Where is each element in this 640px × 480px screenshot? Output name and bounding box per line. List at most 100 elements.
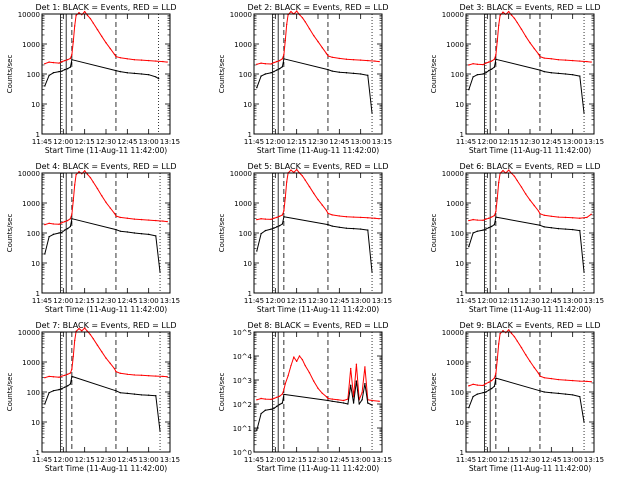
- series-point: [58, 62, 60, 64]
- series-point: [109, 207, 111, 209]
- y-tick-label: 10000: [18, 329, 40, 337]
- x-tick-label: 13:00: [563, 297, 583, 305]
- series-point: [140, 218, 143, 221]
- series-point: [75, 173, 77, 176]
- series-point: [352, 72, 355, 75]
- x-tick-label: 12:00: [265, 456, 285, 464]
- series-point: [71, 53, 73, 56]
- series-point: [298, 355, 301, 357]
- series-point: [533, 47, 535, 50]
- x-tick-label: 12:45: [329, 456, 349, 464]
- series-point: [290, 169, 292, 171]
- y-tick-label: 1: [248, 131, 252, 139]
- series-point: [61, 70, 63, 72]
- series-point: [71, 58, 73, 61]
- series-point: [133, 232, 136, 234]
- series-point: [510, 332, 513, 335]
- series-point: [155, 235, 157, 237]
- x-tick-label: 13:00: [139, 456, 159, 464]
- series-point: [472, 63, 474, 65]
- series-point: [533, 204, 535, 207]
- series-point: [86, 14, 89, 17]
- series-point: [520, 346, 523, 349]
- series-point: [133, 374, 136, 376]
- series-point: [485, 382, 487, 385]
- series-point: [115, 55, 117, 58]
- series-point: [482, 229, 484, 231]
- series-point: [260, 75, 262, 77]
- series-point: [147, 59, 150, 62]
- series-point: [140, 394, 143, 396]
- series-point: [284, 39, 286, 42]
- series-point: [72, 355, 74, 357]
- series-point: [482, 219, 484, 222]
- series-point: [557, 378, 560, 381]
- plot-frame: [41, 13, 171, 135]
- y-tick-label: 1: [460, 131, 464, 139]
- series-point: [520, 186, 523, 188]
- series-point: [264, 409, 267, 411]
- series-point: [270, 63, 272, 65]
- series-point: [338, 215, 341, 217]
- series-point: [550, 391, 553, 394]
- series-point: [283, 393, 285, 396]
- series-point: [290, 10, 292, 13]
- series-point: [96, 344, 99, 347]
- series-point: [378, 60, 380, 63]
- y-tick-label: 100: [27, 71, 40, 79]
- plot-frame: [41, 331, 171, 453]
- series-point: [472, 395, 474, 398]
- series-point: [64, 68, 66, 71]
- series-point: [273, 217, 275, 219]
- y-axis-label: Counts/sec: [218, 373, 226, 412]
- y-axis-label: Counts/sec: [6, 373, 14, 412]
- series-point: [119, 391, 121, 394]
- y-tick-label: 1: [36, 290, 40, 298]
- series-point: [126, 217, 129, 219]
- panel-title: Det 7: BLACK = Events, RED = LLD: [36, 321, 177, 330]
- series-point: [119, 230, 121, 232]
- series-point: [256, 86, 258, 89]
- x-tick-label: 13:15: [584, 456, 604, 464]
- y-tick-label: 10: [31, 260, 40, 268]
- series-point: [147, 394, 150, 396]
- series-point: [327, 55, 329, 57]
- series-point: [327, 212, 329, 215]
- x-axis-label: Start Time (11-Aug-11 11:42:00): [469, 146, 591, 155]
- y-tick-label: 10^0: [233, 449, 252, 457]
- series-point: [83, 10, 86, 13]
- series-point: [52, 390, 55, 392]
- x-tick-label: 12:30: [520, 297, 540, 305]
- series-point: [276, 60, 278, 63]
- series-point: [273, 227, 275, 229]
- series-point: [342, 402, 345, 404]
- x-tick-label: 12:15: [499, 138, 519, 146]
- series-point: [308, 185, 311, 188]
- x-tick-label: 12:15: [499, 456, 519, 464]
- series-point: [308, 28, 311, 30]
- panel-title: Det 6: BLACK = Events, RED = LLD: [460, 162, 601, 171]
- series-point: [71, 368, 73, 370]
- y-tick-label: 10^2: [233, 401, 252, 409]
- series-point: [325, 52, 328, 55]
- series-point: [476, 393, 479, 395]
- panel-title: Det 9: BLACK = Events, RED = LLD: [460, 321, 601, 330]
- series-point: [583, 112, 585, 114]
- series-point: [468, 88, 470, 91]
- series-point: [58, 70, 60, 73]
- panel-det-3: Det 3: BLACK = Events, RED = LLD Counts/s…: [430, 3, 604, 155]
- x-tick-label: 13:00: [563, 138, 583, 146]
- series-point: [557, 72, 560, 75]
- series-point: [286, 23, 288, 26]
- series-point: [283, 58, 285, 60]
- series-point: [359, 228, 362, 230]
- y-tick-label: 10000: [230, 11, 252, 19]
- series-point: [113, 367, 116, 370]
- series-point: [260, 232, 262, 235]
- series-point: [345, 72, 348, 74]
- series-point: [378, 217, 380, 220]
- x-axis-label: Start Time (11-Aug-11 11:42:00): [45, 305, 167, 314]
- series-point: [476, 230, 479, 232]
- series-point: [52, 376, 55, 378]
